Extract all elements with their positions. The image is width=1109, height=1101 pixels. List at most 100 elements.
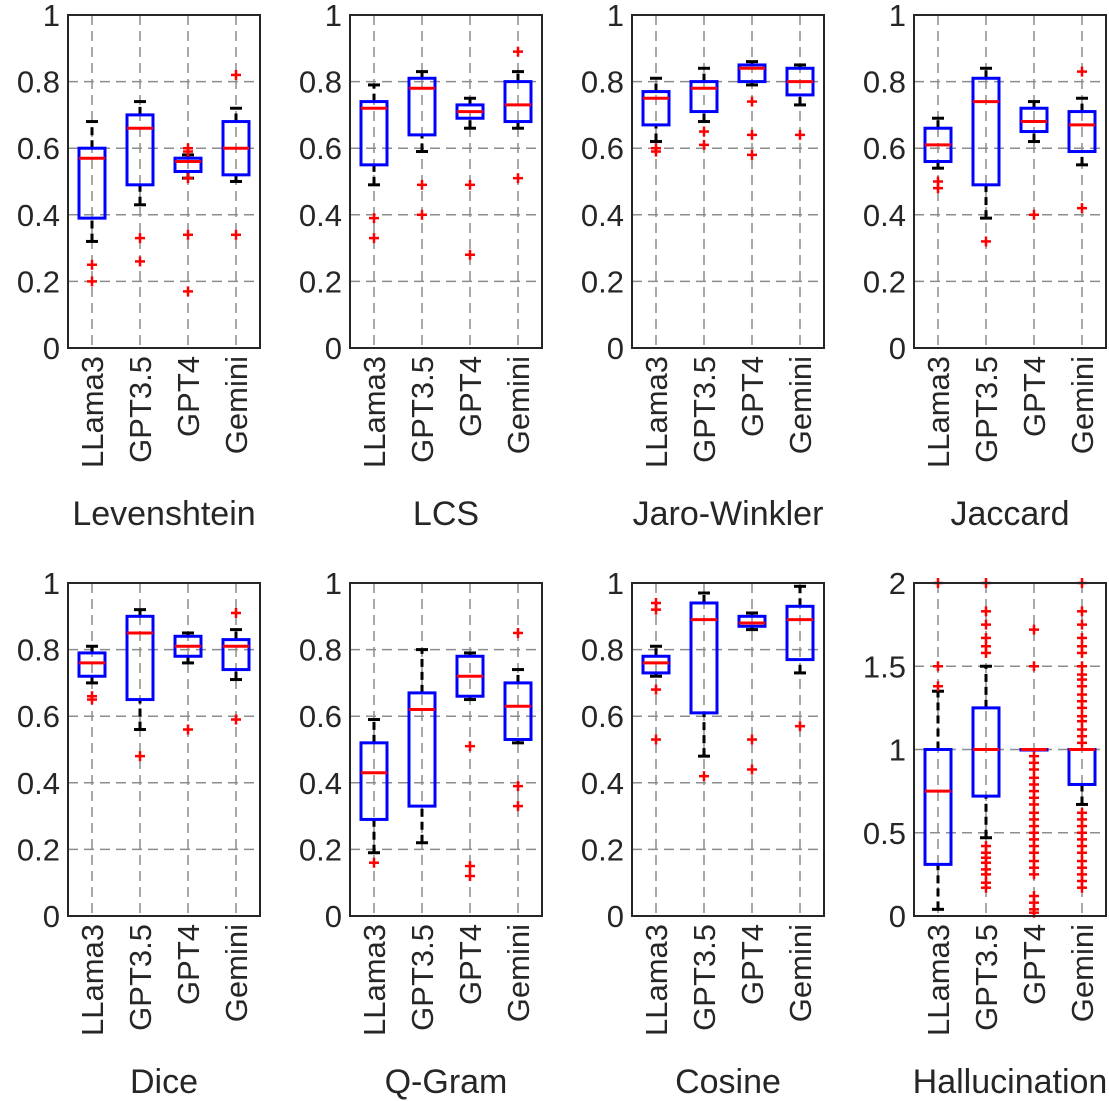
outlier-marker [747, 149, 757, 160]
iqr-box [737, 63, 767, 84]
outlier-marker [513, 627, 523, 638]
iqr-box [971, 76, 1001, 187]
panel-title: Hallucination [913, 1063, 1108, 1101]
y-tick-label: 0.2 [17, 832, 60, 867]
x-category-label: GPT3.5 [687, 356, 722, 463]
y-tick-label: 1.5 [863, 649, 906, 684]
iqr-box [77, 146, 107, 220]
panel-1: 0 0.2 0.4 0.6 0.8 1 LLama3 GPT3.5 GPT4 Gemini Leve… [17, 0, 261, 533]
outlier-marker [981, 647, 991, 658]
outlier-marker [1077, 606, 1087, 617]
panel-title: LCS [413, 495, 479, 533]
y-tick-label: 0.2 [581, 264, 624, 299]
outlier-marker [231, 607, 241, 618]
box-GPT3.5 [689, 591, 719, 782]
outlier-marker [933, 681, 943, 692]
x-category-label: LLama3 [921, 356, 956, 468]
iqr-box [77, 651, 107, 678]
iqr-box [737, 614, 767, 628]
box-GPT4 [455, 651, 485, 882]
panel-title: Levenshtein [72, 495, 255, 533]
x-category-label: GPT3.5 [123, 924, 158, 1031]
iqr-box [785, 604, 815, 662]
y-tick-label: 0.4 [17, 198, 60, 233]
outlier-marker [981, 606, 991, 617]
outlier-marker [747, 734, 757, 745]
y-tick-label: 0.4 [299, 198, 342, 233]
outlier-marker [747, 129, 757, 140]
box-LLama3 [77, 120, 107, 287]
box-Gemini [785, 584, 815, 732]
y-tick-label: 1 [43, 566, 60, 601]
iqr-box [641, 90, 671, 127]
iqr-box [407, 691, 437, 808]
panel-title: Q-Gram [385, 1063, 508, 1101]
outlier-marker [135, 256, 145, 267]
panel-title: Jaro-Winkler [633, 495, 824, 533]
y-tick-label: 0 [43, 899, 60, 934]
axes-frame [67, 14, 261, 349]
outlier-marker [1077, 737, 1087, 748]
outlier-marker [981, 619, 991, 630]
y-tick-label: 0.8 [299, 633, 342, 668]
x-category-label: GPT4 [171, 924, 206, 1005]
y-tick-label: 1 [325, 566, 342, 601]
x-category-label: GPT4 [453, 924, 488, 1005]
outlier-marker [183, 229, 193, 240]
box-LLama3 [923, 116, 953, 194]
outlier-marker [1077, 647, 1087, 658]
iqr-box [503, 681, 533, 742]
x-category-label: GPT4 [171, 356, 206, 437]
y-tick-label: 0.2 [299, 264, 342, 299]
y-tick-label: 0.8 [581, 65, 624, 100]
outlier-marker [1077, 203, 1087, 214]
outlier-marker [1077, 66, 1087, 77]
box-GPT3.5 [407, 648, 437, 845]
outlier-marker [933, 183, 943, 194]
panel-7: 0 0.2 0.4 0.6 0.8 1 LLama3 GPT3.5 GPT4 Gemini Cosi… [581, 566, 825, 1101]
outlier-marker [135, 751, 145, 762]
x-category-label: LLama3 [75, 924, 110, 1036]
y-tick-label: 0.6 [299, 131, 342, 166]
y-tick-label: 0.2 [17, 264, 60, 299]
y-tick-label: 0.6 [17, 131, 60, 166]
outlier-marker [651, 684, 661, 695]
outlier-marker [699, 126, 709, 137]
iqr-box [407, 76, 437, 137]
y-tick-label: 0.8 [299, 65, 342, 100]
axes-frame [913, 14, 1107, 349]
x-category-label: Gemini [219, 924, 254, 1022]
box-Gemini [221, 69, 251, 240]
panel-5: 0 0.2 0.4 0.6 0.8 1 LLama3 GPT3.5 GPT4 Gemini Dice [17, 566, 261, 1101]
y-tick-label: 0.8 [863, 65, 906, 100]
outlier-marker [417, 179, 427, 190]
y-tick-label: 0 [889, 899, 906, 934]
panel-4: 0 0.2 0.4 0.6 0.8 1 LLama3 GPT3.5 GPT4 Gemini Jacc… [863, 0, 1107, 533]
x-category-label: LLama3 [75, 356, 110, 468]
outlier-marker [87, 259, 97, 270]
outlier-marker [465, 249, 475, 260]
panel-title: Dice [130, 1063, 198, 1101]
y-tick-label: 0.2 [581, 832, 624, 867]
outlier-marker [465, 871, 475, 882]
outlier-marker [135, 233, 145, 244]
outlier-marker [1029, 624, 1039, 635]
box-GPT4 [1019, 100, 1049, 220]
box-Gemini [221, 607, 251, 725]
y-tick-label: 1 [889, 733, 906, 768]
outlier-marker [795, 721, 805, 732]
x-category-label: Gemini [219, 356, 254, 454]
outlier-marker [465, 741, 475, 752]
box-GPT4 [173, 143, 203, 297]
x-category-label: GPT3.5 [405, 356, 440, 463]
x-category-label: Gemini [1065, 356, 1100, 454]
y-tick-label: 0.8 [17, 65, 60, 100]
x-category-label: Gemini [783, 924, 818, 1022]
y-tick-label: 0 [889, 331, 906, 366]
outlier-marker [747, 764, 757, 775]
outlier-marker [87, 276, 97, 287]
axes-frame [67, 582, 261, 917]
outlier-marker [183, 286, 193, 297]
outlier-marker [417, 209, 427, 220]
y-tick-label: 0.6 [581, 131, 624, 166]
